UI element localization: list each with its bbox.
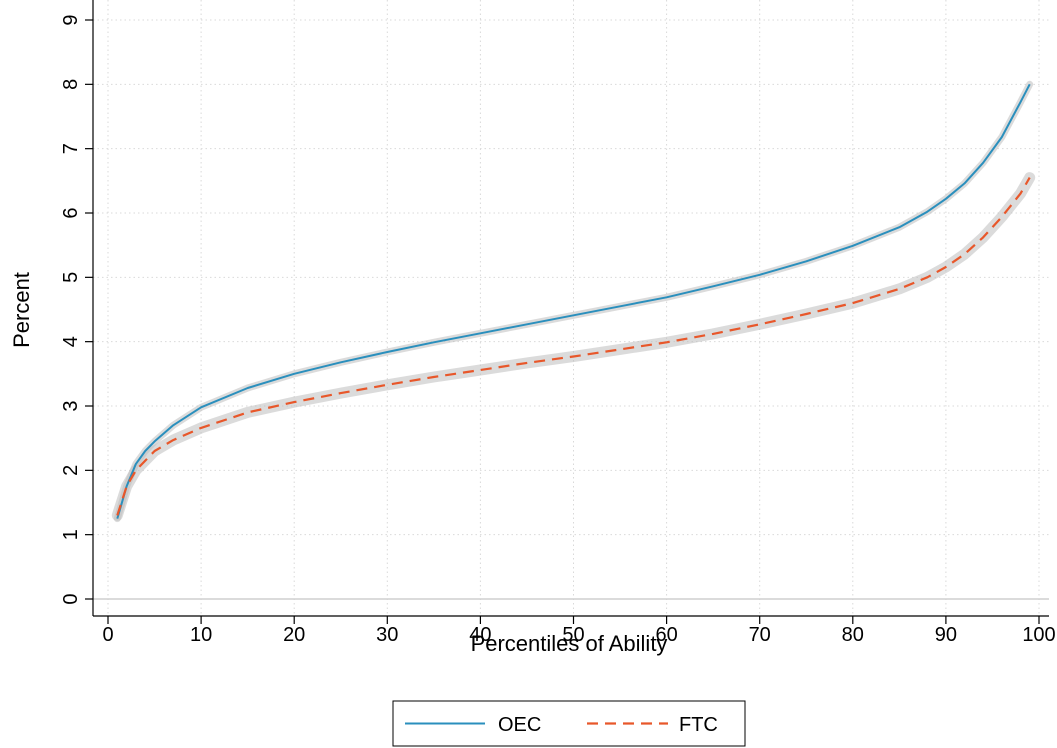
y-tick-label: 2 xyxy=(60,465,82,476)
y-tick-label: 7 xyxy=(60,143,82,154)
y-tick-label: 0 xyxy=(60,593,82,604)
grid-lines xyxy=(93,0,1049,616)
series-line-oec xyxy=(116,83,1031,519)
x-tick-label: 70 xyxy=(749,624,771,646)
y-tick-label: 9 xyxy=(60,14,82,25)
series-lines xyxy=(116,83,1031,519)
x-tick-label: 10 xyxy=(190,624,212,646)
legend-label-ftc: FTC xyxy=(679,714,718,736)
y-tick-label: 6 xyxy=(60,207,82,218)
series-line-ftc xyxy=(116,177,1031,516)
x-axis-title: Percentiles of Ability xyxy=(471,631,668,656)
legend: OEC FTC xyxy=(392,700,746,747)
y-tick-label: 5 xyxy=(60,272,82,283)
x-tick-label: 30 xyxy=(376,624,398,646)
y-tick-label: 8 xyxy=(60,79,82,90)
x-tick-label: 100 xyxy=(1022,624,1055,646)
axes xyxy=(85,0,1049,624)
x-tick-label: 80 xyxy=(842,624,864,646)
x-tick-label: 50 xyxy=(562,624,584,646)
x-tick-label: 0 xyxy=(102,624,113,646)
x-tick-label: 40 xyxy=(469,624,491,646)
legend-label-oec: OEC xyxy=(498,714,541,736)
y-tick-label: 4 xyxy=(60,336,82,347)
x-tick-label: 20 xyxy=(283,624,305,646)
y-tick-label: 3 xyxy=(60,400,82,411)
y-axis-title: Percent xyxy=(9,272,34,348)
x-tick-label: 60 xyxy=(655,624,677,646)
y-tick-label: 1 xyxy=(60,529,82,540)
x-tick-label: 90 xyxy=(935,624,957,646)
